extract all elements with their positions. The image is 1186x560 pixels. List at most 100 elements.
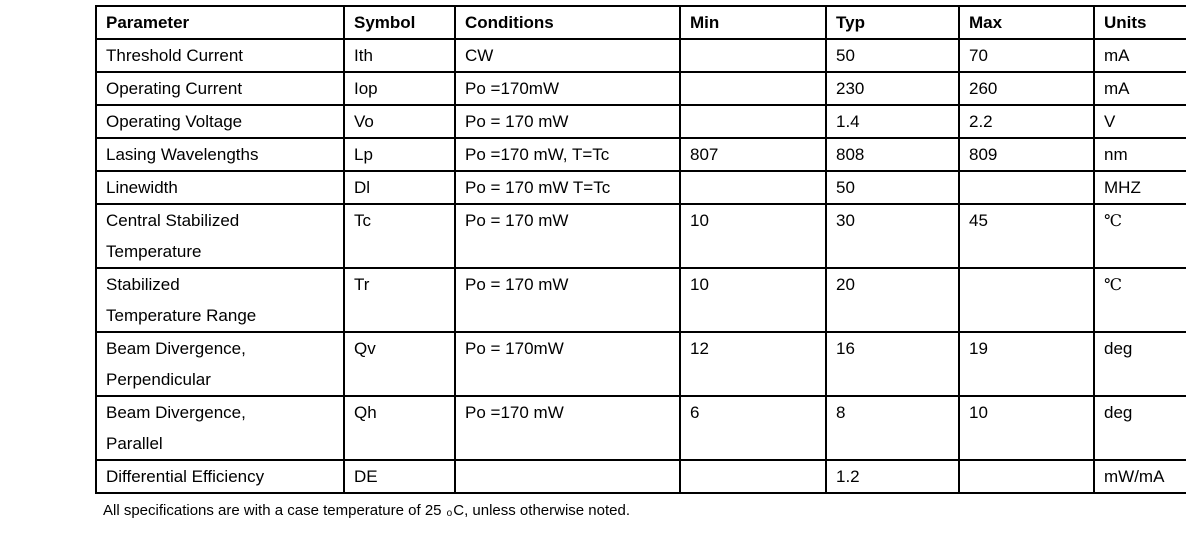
param-line: Threshold Current xyxy=(106,46,244,65)
param-cell: Threshold Current xyxy=(95,38,345,73)
max-cell: 70 xyxy=(958,38,1095,73)
conditions-cell: Po = 170 mW xyxy=(454,267,681,333)
min-cell: 807 xyxy=(679,137,827,172)
table-row: Operating Current Iop Po =170mW 230 260 … xyxy=(95,71,1186,106)
param-cell: Operating Current xyxy=(95,71,345,106)
max-cell: 45 xyxy=(958,203,1095,269)
conditions-cell: Po =170mW xyxy=(454,71,681,106)
param-line: Temperature Range xyxy=(106,306,257,325)
typ-cell: 1.4 xyxy=(825,104,960,139)
symbol-cell: Dl xyxy=(343,170,456,205)
units-cell: V xyxy=(1093,104,1186,139)
table-row: Threshold Current Ith CW 50 70 mA xyxy=(95,38,1186,73)
min-cell xyxy=(679,71,827,106)
symbol-cell: Vo xyxy=(343,104,456,139)
max-cell xyxy=(958,459,1095,494)
typ-cell: 20 xyxy=(825,267,960,333)
param-line: Operating Voltage xyxy=(106,112,243,131)
max-cell: 809 xyxy=(958,137,1095,172)
table-row: Operating Voltage Vo Po = 170 mW 1.4 2.2… xyxy=(95,104,1186,139)
table-row: Lasing Wavelengths Lp Po =170 mW, T=Tc 8… xyxy=(95,137,1186,172)
units-cell: mW/mA xyxy=(1093,459,1186,494)
param-cell: Beam Divergence, Parallel xyxy=(95,395,345,461)
col-header-conditions: Conditions xyxy=(454,5,681,40)
col-header-units: Units xyxy=(1093,5,1186,40)
units-cell: deg xyxy=(1093,331,1186,397)
min-cell: 10 xyxy=(679,203,827,269)
param-line: Linewidth xyxy=(106,178,178,197)
typ-cell: 30 xyxy=(825,203,960,269)
degree-mark: o xyxy=(446,508,453,519)
col-header-max: Max xyxy=(958,5,1095,40)
conditions-cell: Po = 170mW xyxy=(454,331,681,397)
symbol-cell: Ith xyxy=(343,38,456,73)
units-cell: ℃ xyxy=(1093,203,1186,269)
param-line: Differential Efficiency xyxy=(106,467,265,486)
units-cell: mA xyxy=(1093,38,1186,73)
symbol-cell: Qh xyxy=(343,395,456,461)
max-cell: 10 xyxy=(958,395,1095,461)
symbol-cell: Tc xyxy=(343,203,456,269)
col-header-symbol: Symbol xyxy=(343,5,456,40)
typ-cell: 230 xyxy=(825,71,960,106)
param-line: Parallel xyxy=(106,434,163,453)
typ-cell: 1.2 xyxy=(825,459,960,494)
conditions-cell: Po = 170 mW xyxy=(454,104,681,139)
typ-cell: 50 xyxy=(825,38,960,73)
min-cell xyxy=(679,459,827,494)
conditions-cell: Po =170 mW xyxy=(454,395,681,461)
param-line: Operating Current xyxy=(106,79,243,98)
symbol-cell: Qv xyxy=(343,331,456,397)
table-row: Beam Divergence, Parallel Qh Po =170 mW … xyxy=(95,395,1186,461)
conditions-cell: Po = 170 mW xyxy=(454,203,681,269)
units-cell: ℃ xyxy=(1093,267,1186,333)
footnote: All specifications are with a case tempe… xyxy=(95,501,1108,523)
min-cell: 12 xyxy=(679,331,827,397)
table-row: Linewidth Dl Po = 170 mW T=Tc 50 MHZ xyxy=(95,170,1186,205)
table-row: Beam Divergence, Perpendicular Qv Po = 1… xyxy=(95,331,1186,397)
min-cell: 6 xyxy=(679,395,827,461)
table-row: Stabilized Temperature Range Tr Po = 170… xyxy=(95,267,1186,333)
param-cell: Beam Divergence, Perpendicular xyxy=(95,331,345,397)
datasheet-page: Parameter Symbol Conditions Min Typ Max … xyxy=(95,5,1186,523)
param-line: Stabilized xyxy=(106,275,180,294)
symbol-cell: Tr xyxy=(343,267,456,333)
param-line: Beam Divergence, xyxy=(106,403,246,422)
param-line: Central Stabilized xyxy=(106,211,240,230)
typ-cell: 8 xyxy=(825,395,960,461)
param-line: Lasing Wavelengths xyxy=(106,145,259,164)
units-cell: nm xyxy=(1093,137,1186,172)
max-cell: 19 xyxy=(958,331,1095,397)
param-cell: Operating Voltage xyxy=(95,104,345,139)
param-cell: Lasing Wavelengths xyxy=(95,137,345,172)
conditions-cell: Po =170 mW, T=Tc xyxy=(454,137,681,172)
units-cell: MHZ xyxy=(1093,170,1186,205)
typ-cell: 50 xyxy=(825,170,960,205)
max-cell: 260 xyxy=(958,71,1095,106)
spec-table: Parameter Symbol Conditions Min Typ Max … xyxy=(95,5,1186,494)
min-cell xyxy=(679,104,827,139)
symbol-cell: Iop xyxy=(343,71,456,106)
conditions-cell xyxy=(454,459,681,494)
table-row: Differential Efficiency DE 1.2 mW/mA xyxy=(95,459,1186,494)
param-cell: Linewidth xyxy=(95,170,345,205)
symbol-cell: DE xyxy=(343,459,456,494)
conditions-cell: CW xyxy=(454,38,681,73)
table-header-row: Parameter Symbol Conditions Min Typ Max … xyxy=(95,5,1186,40)
min-cell: 10 xyxy=(679,267,827,333)
min-cell xyxy=(679,170,827,205)
symbol-cell: Lp xyxy=(343,137,456,172)
footnote-prefix: All specifications are with a case tempe… xyxy=(103,502,446,519)
max-cell: 2.2 xyxy=(958,104,1095,139)
col-header-typ: Typ xyxy=(825,5,960,40)
min-cell xyxy=(679,38,827,73)
param-cell: Central Stabilized Temperature xyxy=(95,203,345,269)
units-cell: deg xyxy=(1093,395,1186,461)
param-line: Perpendicular xyxy=(106,370,211,389)
param-line: Beam Divergence, xyxy=(106,339,246,358)
conditions-cell: Po = 170 mW T=Tc xyxy=(454,170,681,205)
table-row: Central Stabilized Temperature Tc Po = 1… xyxy=(95,203,1186,269)
param-cell: Differential Efficiency xyxy=(95,459,345,494)
typ-cell: 16 xyxy=(825,331,960,397)
typ-cell: 808 xyxy=(825,137,960,172)
